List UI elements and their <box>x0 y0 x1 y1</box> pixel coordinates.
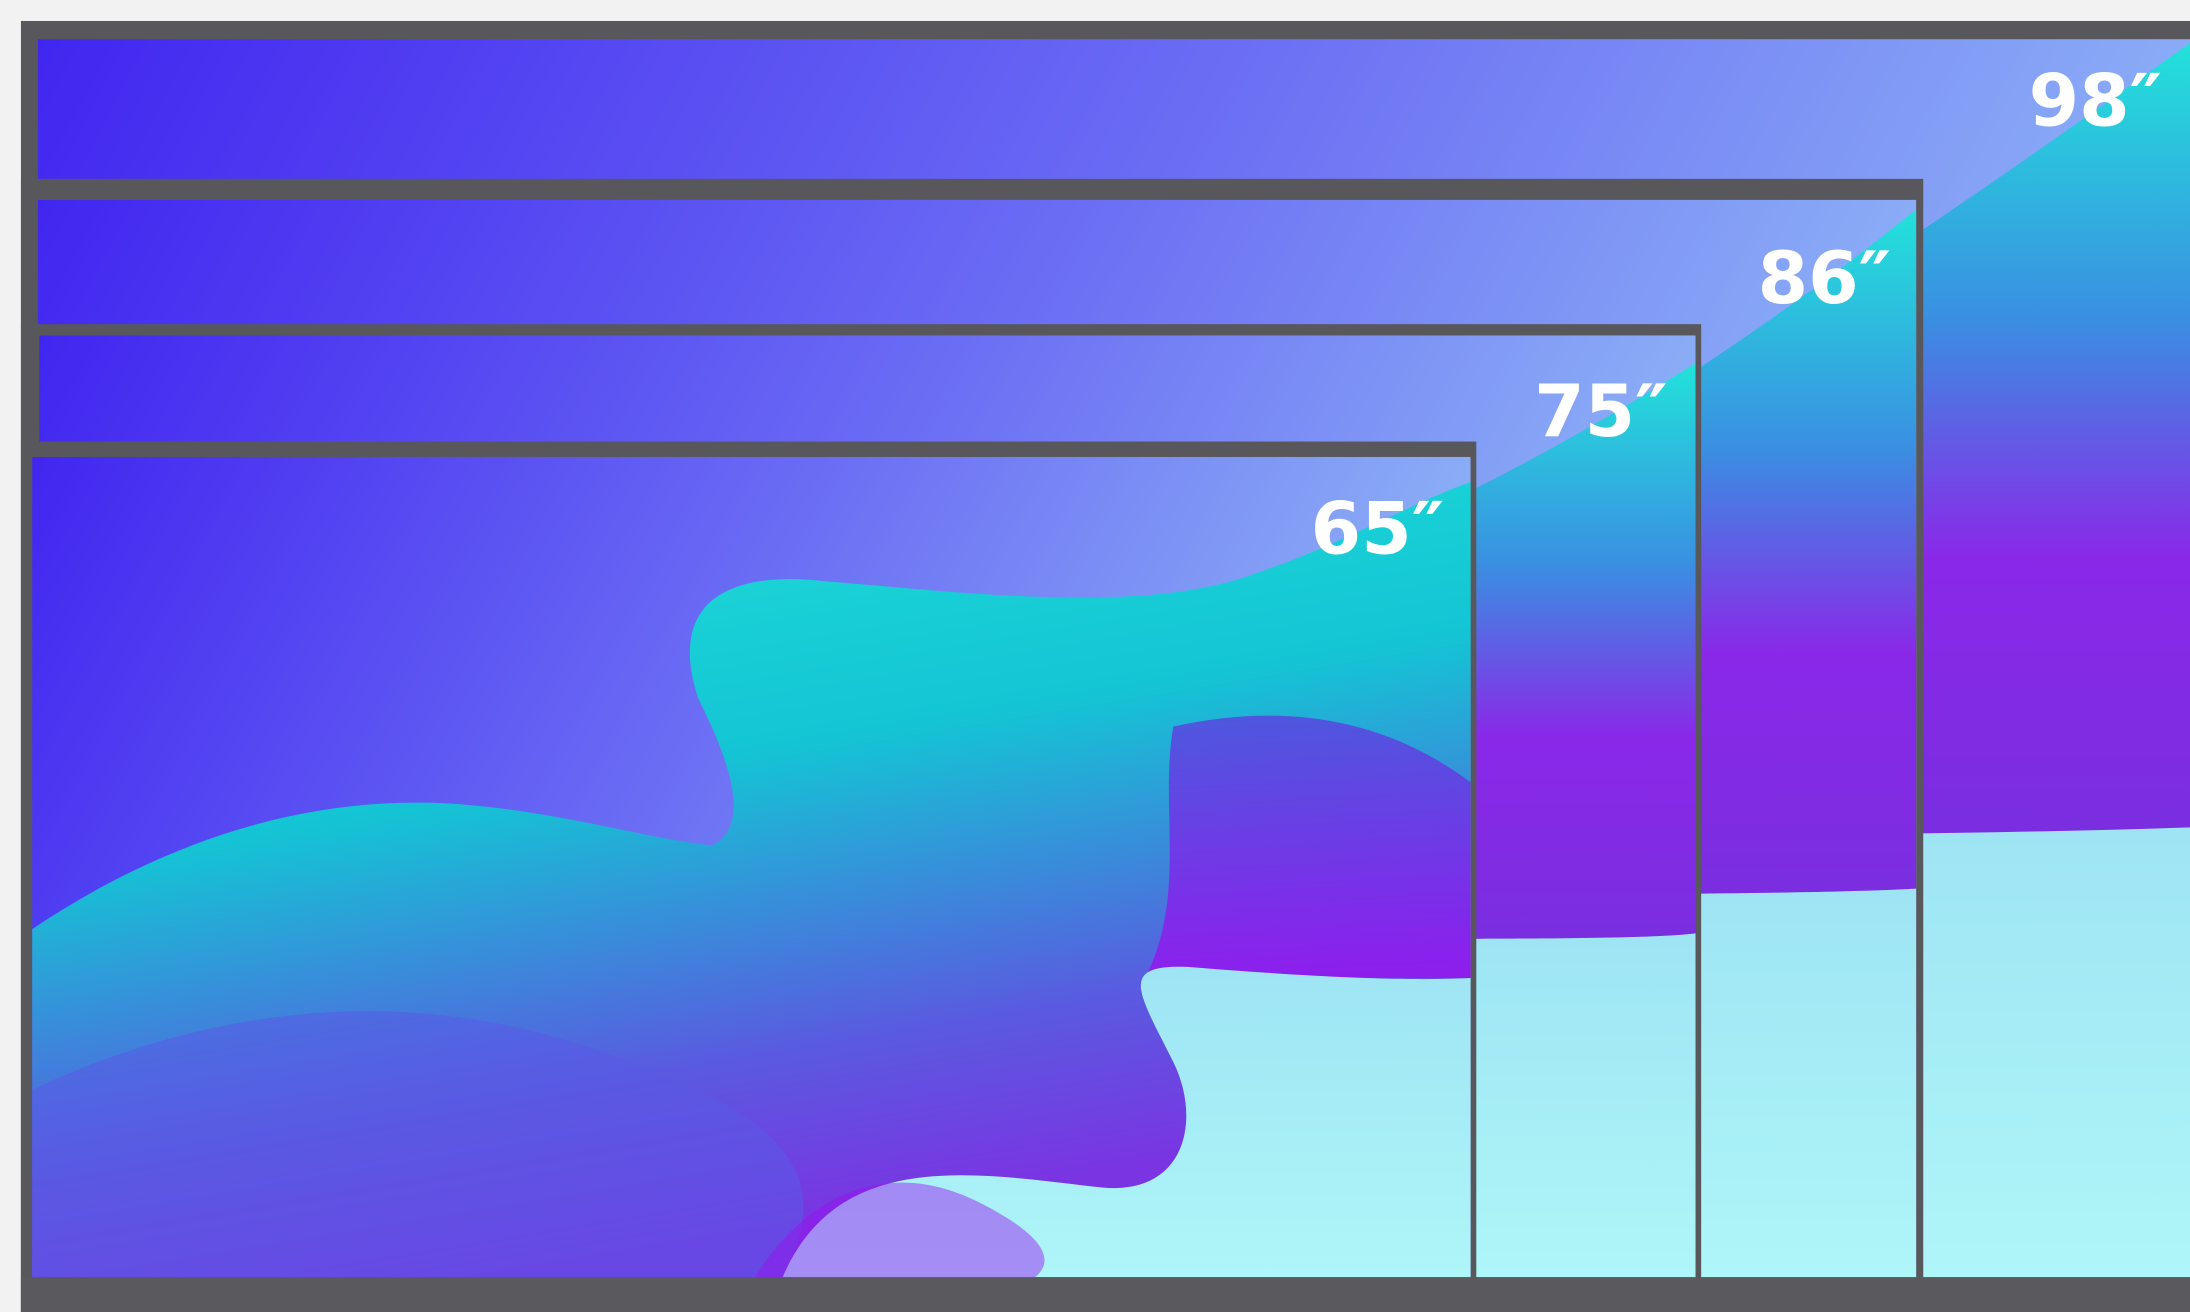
size-label: 98″ <box>2029 60 2162 144</box>
size-label: 65″ <box>1311 487 1444 571</box>
size-label: 75″ <box>1534 370 1667 454</box>
size-label: 86″ <box>1758 237 1891 321</box>
screen-65 <box>20 441 1477 1312</box>
bottom-bezel <box>20 1277 2190 1312</box>
